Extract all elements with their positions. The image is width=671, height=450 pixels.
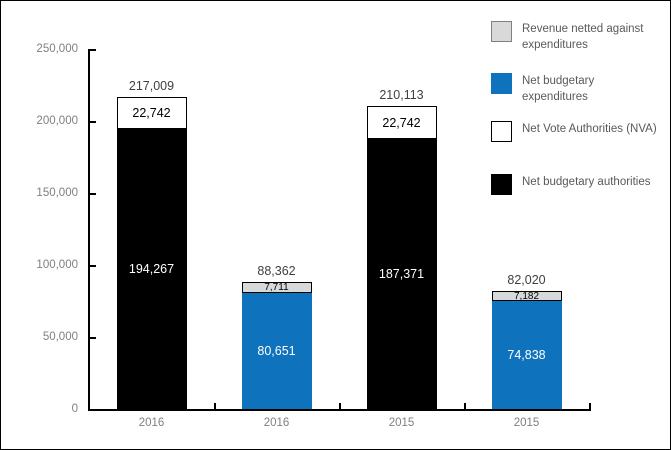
x-tick: [589, 403, 591, 409]
bar-segment-label: 22,742: [382, 115, 421, 130]
bar-segment-label: 80,651: [257, 343, 296, 358]
bar-segment-label: 22,742: [132, 105, 171, 120]
bar-segment: 22,742: [366, 106, 437, 140]
y-tick-label: 150,000: [36, 187, 78, 199]
bar-segment-label: 187,371: [378, 267, 425, 282]
bar-segment: 194,267: [116, 129, 187, 409]
bar-segment-label: 74,838: [507, 348, 546, 363]
bar-segment-label: 7,182: [513, 290, 540, 302]
bar-total-label: 217,009: [128, 78, 175, 93]
bar-segment-label: 194,267: [128, 262, 175, 277]
y-tick: [90, 193, 96, 195]
y-tick: [90, 121, 96, 123]
bar-segment: 187,371: [366, 139, 437, 409]
bar-segment: 7,182: [491, 290, 562, 302]
y-tick: [90, 337, 96, 339]
bar-total-label: 88,362: [257, 263, 296, 278]
y-tick-label: 100,000: [36, 259, 78, 271]
x-category-label: 2015: [388, 417, 415, 429]
y-tick: [90, 49, 96, 51]
legend-item: Net budgetary expenditures: [491, 73, 662, 105]
legend-label: Revenue netted against expenditures: [522, 23, 644, 51]
legend-swatch: [491, 21, 512, 42]
y-tick-label: 200,000: [36, 115, 78, 127]
bar-segment: 74,838: [491, 301, 562, 409]
legend-item: Net budgetary authorities: [491, 174, 662, 195]
legend-label: Net budgetary expenditures: [522, 75, 595, 103]
x-category-label: 2016: [263, 417, 290, 429]
y-tick-label: 50,000: [42, 331, 78, 343]
y-tick: [90, 265, 96, 267]
bar-segment-label: 7,711: [264, 281, 289, 293]
legend-label: Net budgetary authorities: [522, 176, 651, 188]
legend-item: Net Vote Authorities (NVA): [491, 121, 662, 142]
y-tick-label: 0: [71, 403, 78, 415]
y-axis-line: [88, 49, 90, 411]
x-tick: [214, 403, 216, 409]
x-tick: [464, 403, 466, 409]
bar-segment: 80,651: [241, 292, 312, 409]
legend-swatch: [491, 121, 512, 142]
bar-segment: 22,742: [116, 96, 187, 130]
bar-segment: 7,711: [241, 281, 312, 293]
x-tick: [339, 403, 341, 409]
legend-swatch: [491, 73, 512, 94]
legend-swatch: [491, 174, 512, 195]
x-category-label: 2016: [138, 417, 165, 429]
chart-legend: Revenue netted against expenditures Net b…: [491, 1, 666, 221]
y-tick-label: 250,000: [36, 43, 78, 55]
x-category-label: 2015: [513, 417, 540, 429]
bar-total-label: 82,020: [507, 272, 546, 287]
legend-item: Revenue netted against expenditures: [491, 21, 662, 53]
legend-label: Net Vote Authorities (NVA): [522, 123, 657, 135]
bar-total-label: 210,113: [379, 88, 424, 103]
x-axis-line: [88, 409, 591, 411]
